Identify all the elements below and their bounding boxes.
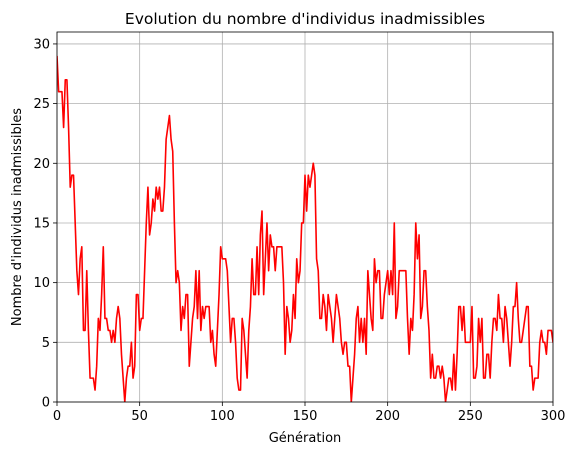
x-tick-label: 150 <box>293 409 318 424</box>
y-tick-label: 15 <box>33 216 50 231</box>
grid <box>56 32 554 403</box>
y-tick-label: 30 <box>33 37 50 52</box>
x-tick-label: 300 <box>541 409 566 424</box>
x-tick-label: 200 <box>375 409 400 424</box>
x-tick-label: 100 <box>210 409 235 424</box>
y-tick-label: 5 <box>42 336 50 351</box>
y-axis-label: Nombre d'individus inadmissibles <box>10 108 25 326</box>
y-tick-label: 0 <box>42 396 50 411</box>
x-axis-label: Génération <box>269 431 342 446</box>
y-tick-label: 20 <box>33 157 50 172</box>
x-tick-label: 50 <box>131 409 148 424</box>
y-axis: 0 5 10 15 20 25 30 <box>33 37 57 411</box>
x-axis: 0 50 100 150 200 250 300 <box>53 402 566 424</box>
series-line <box>57 55 553 402</box>
y-tick-label: 25 <box>33 97 50 112</box>
x-tick-label: 0 <box>53 409 61 424</box>
chart-title: Evolution du nombre d'individus inadmiss… <box>125 10 485 28</box>
y-tick-label: 10 <box>33 276 50 291</box>
x-tick-label: 250 <box>458 409 483 424</box>
